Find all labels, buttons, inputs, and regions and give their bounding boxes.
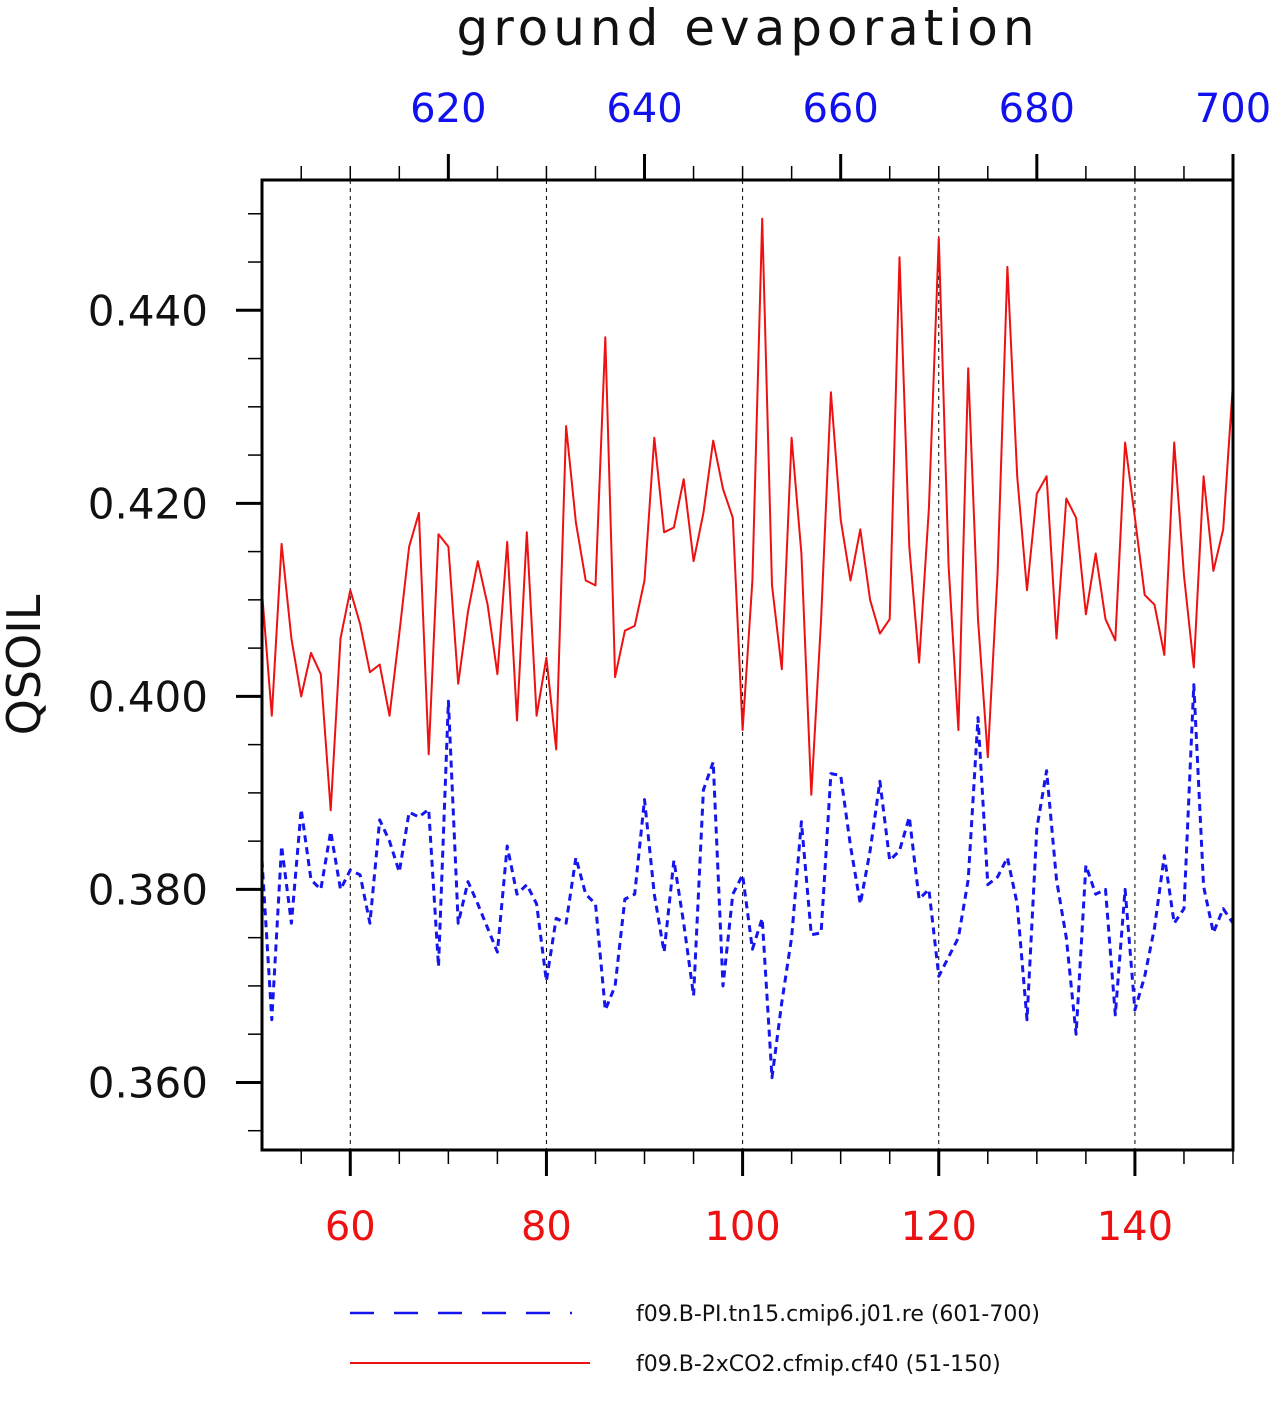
grid-lines	[349, 180, 1136, 1150]
x-tick-label: 120	[901, 1204, 977, 1250]
legend: f09.B-PI.tn15.cmip6.j01.re (601-700) f09…	[350, 1302, 1040, 1377]
x-tick-label: 100	[704, 1204, 780, 1250]
series-layer	[260, 217, 1235, 1080]
legend-label-pi: f09.B-PI.tn15.cmip6.j01.re (601-700)	[636, 1302, 1040, 1327]
plot-frame	[260, 178, 1235, 1152]
series-line-0	[260, 683, 1235, 1080]
top-tick-label: 680	[999, 86, 1075, 132]
y-tick-label: 0.440	[88, 286, 208, 335]
y-tick-label: 0.420	[88, 479, 208, 528]
chart-title: ground evaporation	[456, 0, 1039, 57]
series-line-1	[261, 217, 1234, 812]
axes: 60 80 100 120 140 620 640 660 680 700 0.360 0.380 0.…	[88, 86, 1271, 1250]
legend-label-2xco2: f09.B-2xCO2.cfmip.cf40 (51-150)	[636, 1352, 1001, 1377]
top-tick-label: 700	[1195, 86, 1271, 132]
y-tick-label: 0.380	[88, 865, 208, 914]
x-tick-label: 60	[325, 1204, 376, 1250]
top-tick-label: 660	[802, 86, 878, 132]
top-tick-label: 620	[410, 86, 486, 132]
y-tick-label: 0.360	[88, 1058, 208, 1107]
x-tick-label: 80	[521, 1204, 572, 1250]
y-axis-label: QSOIL	[0, 594, 51, 735]
y-tick-label: 0.400	[88, 672, 208, 721]
top-tick-label: 640	[606, 86, 682, 132]
x-tick-label: 140	[1097, 1204, 1173, 1250]
